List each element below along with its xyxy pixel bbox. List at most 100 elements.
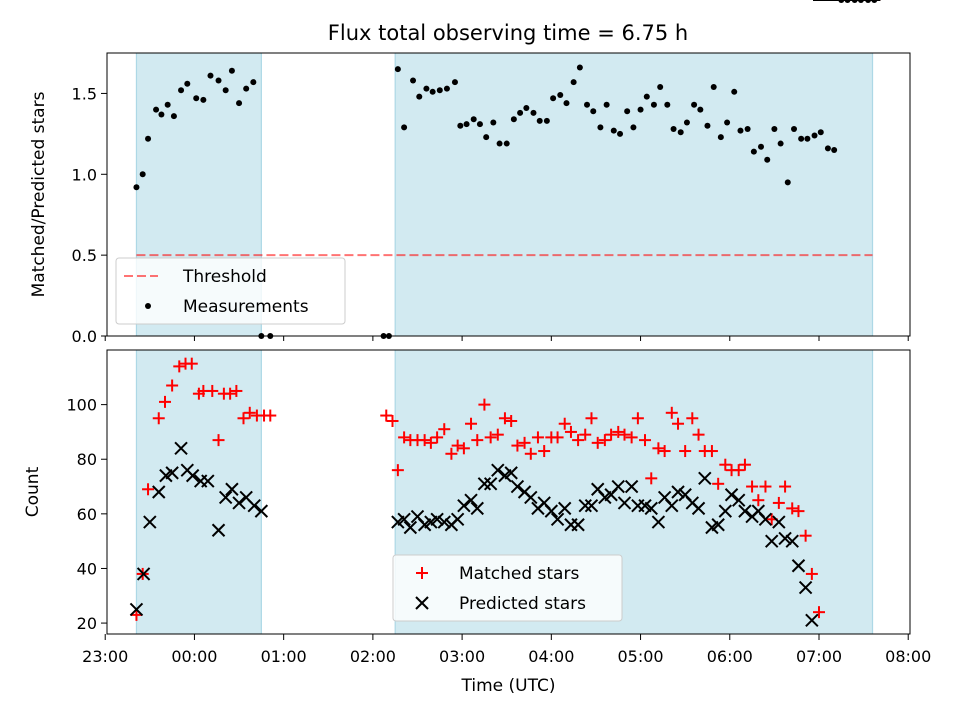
matched-star-point (471, 434, 484, 447)
predicted-star-point (457, 498, 471, 513)
matched-star-point (631, 412, 644, 425)
y-tick-label: 1.5 (72, 84, 97, 103)
matched-star-point (511, 439, 524, 452)
predicted-star-point (805, 613, 819, 628)
measurement-point (470, 116, 477, 123)
matched-star-point (591, 436, 604, 449)
measurement-point (243, 85, 250, 92)
measurement-point (429, 88, 436, 95)
predicted-star-point (578, 498, 592, 513)
ratio-y-axis-label: Matched/Predicted stars (29, 91, 49, 297)
count-y-axis-label: Count (23, 466, 43, 517)
x-tick-label: 03:00 (439, 647, 485, 666)
matched-star-point (185, 357, 198, 370)
predicted-star-point (550, 512, 565, 527)
measurement-point (664, 101, 671, 108)
marker-stroke (571, 518, 585, 532)
measurement-point (610, 127, 617, 134)
measurement-point (416, 93, 423, 100)
measurement-point (543, 117, 550, 124)
marker-stroke (504, 466, 518, 480)
legend-measurements-label: Measurements (183, 297, 309, 317)
y-tick-label: 40 (77, 559, 97, 578)
marker-stroke (174, 441, 188, 456)
count-legend-box (392, 554, 623, 622)
matched-star-point (438, 423, 451, 436)
predicted-star-point (665, 498, 679, 513)
measurement-point (530, 109, 537, 116)
marker-stroke (678, 488, 692, 502)
predicted-star-point (403, 520, 418, 535)
y-tick-label: 100 (66, 396, 97, 415)
measurement-point (731, 88, 738, 95)
marker-stroke (483, 477, 498, 491)
measurement-point (550, 95, 557, 102)
measurement-point (677, 129, 684, 136)
measurement-point (643, 93, 650, 100)
marker-stroke (470, 501, 484, 516)
marker-stroke (617, 496, 632, 510)
measurement-point (436, 87, 443, 94)
measurement-point (630, 124, 637, 131)
measurement-point (637, 106, 644, 113)
measurement-point (178, 87, 185, 94)
predicted-star-point (510, 479, 525, 494)
predicted-star-point (483, 477, 498, 491)
matched-star-point (418, 434, 431, 447)
ratio-legend-box (115, 257, 346, 325)
measurement-point (250, 79, 257, 86)
predicted-star-point (218, 490, 233, 505)
measurement-point (394, 66, 401, 73)
marker-stroke (691, 501, 706, 516)
predicted-star-point (718, 504, 733, 518)
matched-star-point (173, 360, 186, 373)
marker-stroke (657, 490, 672, 505)
measurement-point (670, 126, 677, 133)
count-y-axis: 20 40 60 80 100 (66, 396, 107, 633)
measurement-point (717, 134, 724, 141)
marker-stroke (671, 485, 685, 499)
matched-star-point (738, 458, 751, 471)
marker-stroke (201, 474, 215, 488)
measurement-point (617, 130, 624, 137)
measurement-point (657, 83, 664, 90)
marker-stroke (785, 534, 799, 548)
measurement-point (831, 147, 838, 154)
marker-stroke (232, 496, 246, 510)
measurement-point (193, 95, 200, 102)
matched-star-point (645, 472, 658, 485)
matched-star-point (686, 412, 699, 425)
predicted-star-point (571, 518, 585, 532)
x-tick-label: 00:00 (171, 647, 217, 666)
matched-star-point (579, 428, 592, 441)
measurement-point (570, 79, 577, 86)
matched-star-point (130, 608, 143, 621)
matched-star-point (779, 480, 792, 493)
measurement-point (710, 83, 717, 90)
measurement-point (691, 101, 698, 108)
measurement-point (650, 101, 657, 108)
marker-stroke (758, 512, 773, 527)
predicted-star-point (651, 515, 666, 529)
matched-star-point (572, 434, 585, 447)
measurement-point (624, 108, 631, 115)
ratio-plot-frame (106, 52, 911, 337)
matched-star-point (732, 464, 745, 477)
measurement-point (523, 104, 530, 111)
matched-star-point (484, 431, 497, 444)
predicted-star-point (711, 518, 725, 532)
ratio-panel: 0.0 0.5 1.0 1.5 Matched/Predicted stars Thr… (29, 0, 911, 346)
measurement-point (517, 109, 524, 116)
matched-star-point (398, 431, 411, 444)
matched-star-point (605, 428, 618, 441)
marker-stroke (152, 485, 166, 499)
matched-star-point (478, 398, 491, 411)
predicted-star-point (558, 501, 572, 516)
measurement-point (228, 67, 235, 74)
predicted-star-point (544, 504, 559, 518)
y-tick-label: 0.5 (72, 246, 97, 265)
matched-star-point (786, 502, 799, 515)
marker-stroke (225, 482, 239, 496)
marker-stroke (247, 498, 261, 513)
predicted-star-point (437, 515, 451, 529)
